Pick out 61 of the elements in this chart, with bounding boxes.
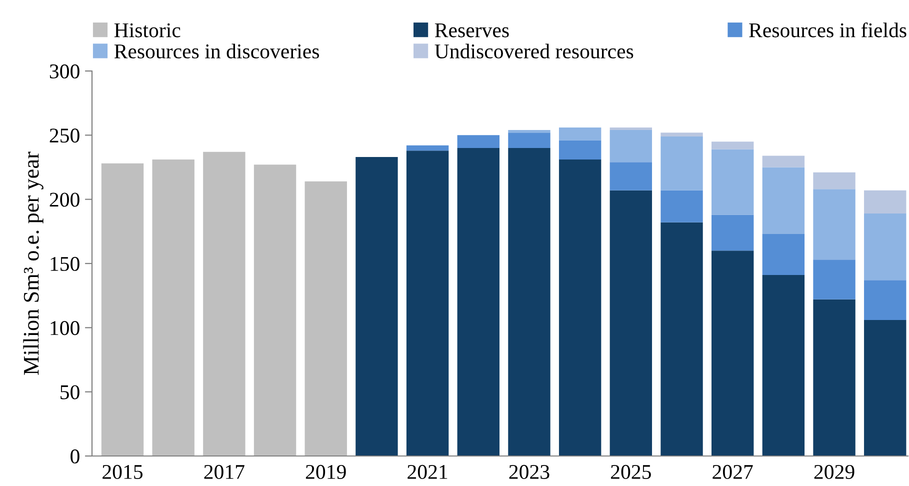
y-axis-title: Million Sm³ o.e. per year: [23, 152, 44, 375]
bar: [864, 320, 906, 456]
y-tick-label: 250: [50, 128, 80, 143]
bar: [558, 140, 602, 160]
bar: [813, 299, 856, 456]
bar: [457, 148, 500, 456]
bar: [864, 190, 906, 214]
bar: [610, 190, 652, 456]
bar: [712, 142, 754, 150]
y-tick-label: 50: [60, 385, 80, 400]
bar: [356, 156, 398, 456]
bar: [813, 260, 856, 300]
bar: [508, 148, 550, 456]
bar: [762, 156, 805, 168]
y-tick-label: 150: [50, 256, 80, 271]
bar: [660, 132, 703, 136]
legend-label: Historic: [114, 23, 180, 38]
bar: [762, 167, 805, 234]
bar: [660, 190, 703, 222]
y-tick-label: 200: [50, 192, 80, 207]
x-tick-label: 2025: [610, 464, 651, 479]
bar: [558, 127, 602, 140]
y-tick-label: 300: [50, 64, 80, 78]
x-tick-label: 2023: [509, 464, 550, 479]
bar: [660, 222, 703, 456]
bar: [406, 150, 449, 456]
bar: [762, 275, 805, 456]
legend-label: Resources in fields: [749, 22, 906, 38]
bar: [610, 130, 652, 162]
bar: [254, 164, 296, 456]
bar: [660, 136, 703, 190]
bar: [712, 149, 754, 215]
x-tick-label: 2029: [814, 464, 854, 479]
bar: [610, 162, 652, 190]
bar: [152, 160, 194, 456]
bar: [558, 160, 602, 456]
bar: [712, 250, 754, 456]
x-tick-label: 2027: [712, 464, 753, 479]
legend-label: Resources in discoveries: [114, 44, 319, 58]
bar: [864, 280, 906, 320]
bar: [712, 214, 754, 251]
bar: [813, 189, 856, 260]
x-tick-label: 2017: [204, 464, 244, 479]
bar: [101, 163, 144, 456]
bar: [610, 127, 652, 130]
x-tick-label: 2019: [306, 464, 346, 479]
bar: [508, 132, 550, 148]
bar: [304, 181, 347, 456]
legend-label: Undiscovered resources: [434, 44, 634, 58]
x-tick-label: 2015: [102, 464, 143, 479]
bar: [508, 130, 550, 133]
bar: [762, 234, 805, 276]
x-tick-label: 2021: [408, 464, 448, 479]
bar: [406, 145, 449, 151]
bar: [813, 172, 856, 190]
y-tick-label: 0: [70, 449, 80, 464]
bar: [864, 213, 906, 280]
bar: [203, 152, 246, 456]
y-tick-label: 100: [50, 321, 80, 336]
legend-label: Reserves: [434, 23, 509, 38]
bar: [457, 135, 500, 148]
